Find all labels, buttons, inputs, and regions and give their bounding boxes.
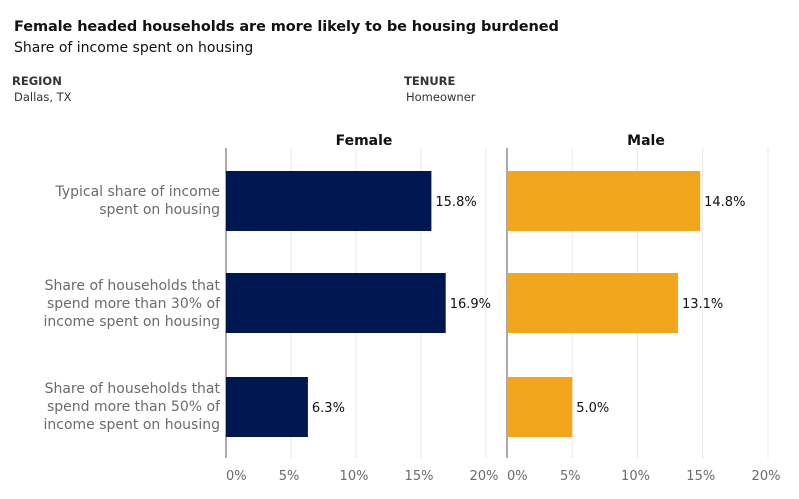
bar-female (226, 377, 308, 437)
x-tick-label: 15% (405, 469, 434, 484)
region-filter-value[interactable]: Dallas, TX (14, 90, 72, 104)
bar-female (226, 171, 432, 231)
data-label: 14.8% (704, 195, 745, 210)
x-tick-label: 5% (560, 469, 581, 484)
x-tick-label: 20% (752, 469, 781, 484)
category-label: Share of households that spend more than… (43, 381, 220, 433)
region-filter-label: REGION (12, 74, 62, 88)
panel-title-female: Female (335, 133, 393, 149)
category-label: Typical share of income spent on housing (55, 184, 220, 218)
bar-male (507, 273, 678, 333)
x-tick-label: 10% (340, 469, 369, 484)
x-tick-label: 5% (279, 469, 300, 484)
data-label: 13.1% (682, 297, 723, 312)
tenure-filter-label: TENURE (404, 74, 456, 88)
data-label: 6.3% (312, 401, 345, 416)
chart-subtitle: Share of income spent on housing (14, 40, 254, 56)
panel-title-male: Male (627, 133, 665, 149)
x-tick-label: 10% (621, 469, 650, 484)
x-tick-label: 0% (226, 469, 247, 484)
bar-male (507, 377, 573, 437)
data-label: 5.0% (576, 401, 609, 416)
tenure-filter-value[interactable]: Homeowner (406, 90, 476, 104)
bar-female (226, 273, 446, 333)
data-label: 15.8% (435, 195, 476, 210)
data-label: 16.9% (450, 297, 491, 312)
chart-title: Female headed households are more likely… (14, 19, 559, 35)
bar-male (507, 171, 701, 231)
category-label: Share of households that spend more than… (43, 278, 220, 330)
x-tick-label: 20% (470, 469, 499, 484)
x-tick-label: 15% (686, 469, 715, 484)
x-tick-label: 0% (507, 469, 528, 484)
